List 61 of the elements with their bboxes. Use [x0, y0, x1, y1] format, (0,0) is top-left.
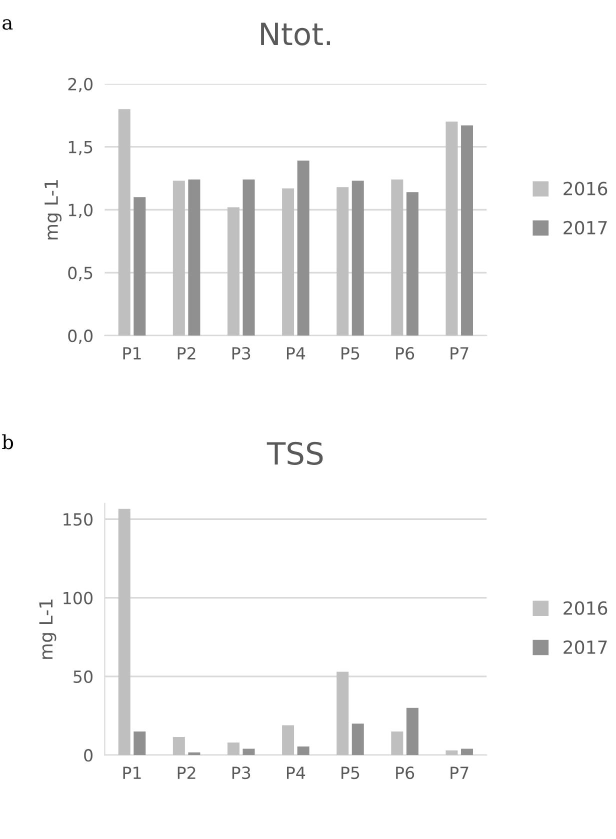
bar	[188, 752, 200, 756]
x-tick-label: P3	[232, 766, 250, 780]
bar	[391, 180, 404, 336]
bar	[118, 508, 130, 756]
bar	[282, 725, 294, 756]
legend-label: 2017	[564, 640, 607, 654]
bar	[460, 748, 473, 756]
bar	[242, 748, 255, 756]
bar	[406, 708, 418, 756]
bar	[227, 207, 240, 336]
bar	[118, 109, 130, 336]
x-tick-label: P5	[342, 766, 360, 780]
legend-label: 2016	[564, 601, 608, 615]
x-tick-label: P5	[342, 347, 360, 360]
bar	[336, 187, 349, 336]
y-tick-label: 0,5	[68, 266, 92, 281]
bar	[188, 180, 200, 336]
bar	[297, 160, 310, 336]
x-tick-label: P2	[178, 766, 196, 779]
x-tick-label: P7	[450, 347, 468, 360]
bar	[446, 750, 458, 756]
x-tick-label: P7	[450, 766, 468, 779]
bar	[134, 732, 146, 756]
x-tick-label: P6	[396, 347, 414, 360]
x-tick-label: P1	[123, 347, 141, 360]
y-tick-label: 1,5	[68, 141, 92, 156]
x-tick-label: P3	[232, 347, 250, 360]
y-tick-label: 0,0	[68, 330, 93, 344]
bar	[352, 180, 364, 336]
y-axis-title: mg L-1	[44, 180, 62, 240]
text: a	[2, 19, 13, 30]
x-tick-label: P2	[178, 347, 196, 360]
y-tick-label: 2,0	[68, 78, 93, 92]
bar	[172, 180, 185, 336]
bar	[460, 125, 473, 336]
bar	[227, 742, 240, 756]
x-tick-label: P1	[123, 766, 141, 779]
bar	[282, 188, 294, 336]
text: b	[2, 434, 14, 450]
legend-label: 2017	[564, 220, 607, 235]
chart-title: TSS	[266, 442, 323, 465]
bar	[391, 732, 404, 756]
bar	[352, 724, 364, 756]
y-axis-title: mg L-1	[39, 600, 56, 659]
bar	[297, 746, 310, 756]
y-tick-label: 50	[74, 670, 92, 684]
y-tick-label: 1,0	[68, 204, 93, 218]
bar	[172, 737, 185, 756]
y-tick-label: 0	[84, 749, 92, 762]
x-tick-label: P4	[286, 766, 306, 779]
x-tick-label: P6	[396, 766, 414, 780]
bar	[134, 197, 146, 336]
legend-label: 2016	[564, 182, 608, 196]
y-tick-label: 150	[64, 513, 92, 526]
bar	[446, 122, 458, 336]
bar	[242, 180, 255, 336]
y-tick-label: 100	[64, 592, 92, 604]
x-tick-label: P4	[286, 347, 306, 360]
chart-title: Ntot.	[261, 22, 330, 46]
bar	[336, 672, 349, 756]
bar	[406, 192, 418, 336]
